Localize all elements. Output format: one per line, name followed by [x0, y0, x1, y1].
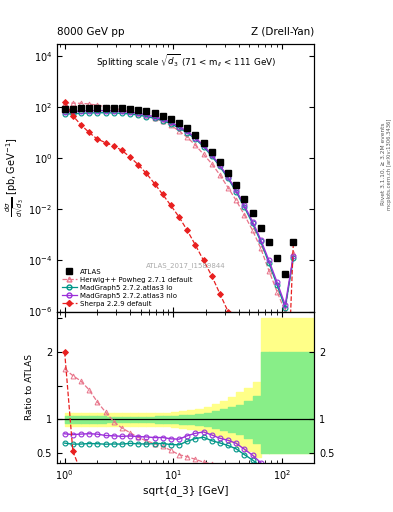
- Text: 8000 GeV pp: 8000 GeV pp: [57, 27, 125, 37]
- Text: mcplots.cern.ch [arXiv:1306.3436]: mcplots.cern.ch [arXiv:1306.3436]: [387, 118, 391, 209]
- Legend: ATLAS, Herwig++ Powheg 2.7.1 default, MadGraph5 2.7.2.atlas3 lo, MadGraph5 2.7.2: ATLAS, Herwig++ Powheg 2.7.1 default, Ma…: [61, 267, 194, 308]
- Text: ATLAS_2017_I1589844: ATLAS_2017_I1589844: [146, 262, 226, 269]
- Y-axis label: $\frac{d\sigma}{d\sqrt{d_3}}\ \rm [pb,GeV^{-1}]$: $\frac{d\sigma}{d\sqrt{d_3}}\ \rm [pb,Ge…: [4, 138, 27, 218]
- Text: Z (Drell-Yan): Z (Drell-Yan): [251, 27, 314, 37]
- Text: Rivet 3.1.10, ≥ 3.2M events: Rivet 3.1.10, ≥ 3.2M events: [381, 122, 386, 205]
- Y-axis label: Ratio to ATLAS: Ratio to ATLAS: [25, 354, 34, 420]
- X-axis label: sqrt{d_3} [GeV]: sqrt{d_3} [GeV]: [143, 485, 228, 496]
- Text: Splitting scale $\sqrt{d_3}$ (71 < m$_{ll}$ < 111 GeV): Splitting scale $\sqrt{d_3}$ (71 < m$_{l…: [95, 53, 276, 70]
